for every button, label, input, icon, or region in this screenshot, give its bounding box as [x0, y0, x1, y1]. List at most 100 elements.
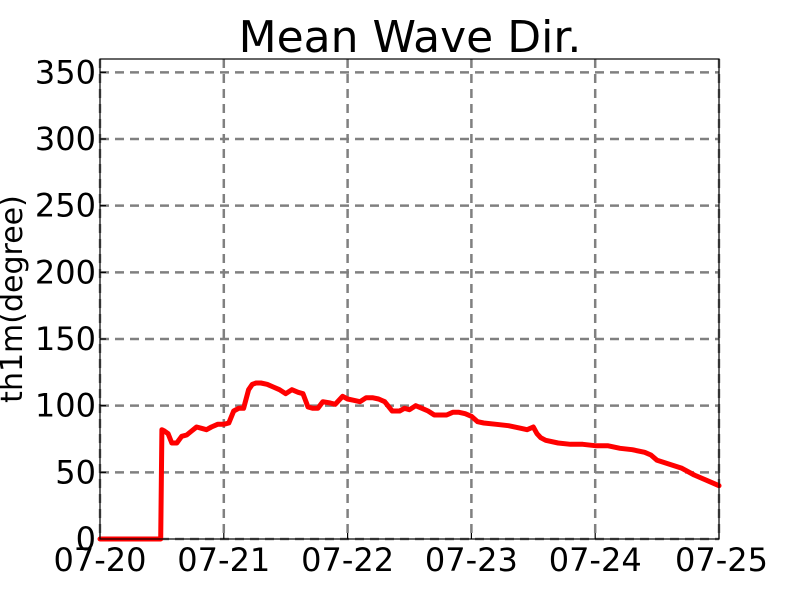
data-point: [679, 466, 684, 471]
data-point: [568, 442, 573, 447]
y-tick-label: 50: [55, 453, 96, 491]
x-tick-label: 07-23: [425, 541, 518, 579]
plot-frame: [99, 58, 720, 540]
gridlines: [98, 59, 721, 541]
data-point: [382, 399, 387, 404]
data-point: [340, 394, 345, 399]
data-point: [250, 382, 255, 387]
data-point: [226, 421, 231, 425]
data-point: [407, 407, 412, 412]
data-point: [704, 478, 709, 483]
x-tick-label: 07-24: [549, 541, 642, 579]
data-point: [333, 402, 338, 407]
data-point: [215, 422, 220, 427]
data-point: [525, 427, 530, 432]
data-point: [184, 433, 189, 437]
data-point: [543, 438, 548, 443]
data-point: [204, 427, 209, 432]
data-point: [457, 410, 461, 415]
y-tick-label: 200: [35, 253, 96, 291]
data-point: [277, 387, 282, 392]
data-point: [231, 409, 236, 413]
data-point: [538, 435, 543, 440]
data-point: [283, 391, 288, 396]
data-point: [667, 462, 672, 467]
data-point: [328, 401, 333, 405]
data-point: [642, 450, 647, 455]
data-point: [179, 434, 184, 439]
data-point: [605, 443, 610, 448]
data-point: [494, 422, 499, 427]
data-point: [254, 381, 258, 385]
data-point: [358, 399, 362, 404]
y-tick-label: 0: [76, 520, 96, 558]
data-point: [166, 431, 171, 436]
data-point: [413, 403, 418, 408]
data-point: [258, 381, 263, 385]
data-point: [296, 390, 301, 395]
data-point: [390, 409, 395, 413]
series-layer: [97, 380, 722, 542]
data-point: [402, 406, 407, 411]
data-point: [194, 425, 199, 429]
data-point: [236, 406, 241, 411]
data-point: [432, 413, 437, 417]
data-point: [531, 425, 536, 429]
data-point: [481, 421, 486, 425]
data-point: [301, 391, 305, 396]
data-point: [593, 443, 598, 448]
x-tick-label: 07-21: [177, 541, 270, 579]
data-point: [320, 399, 325, 404]
data-point: [475, 419, 480, 424]
y-tick-label: 150: [35, 320, 96, 358]
x-tick-label: 07-22: [301, 541, 394, 579]
data-point: [580, 442, 585, 447]
data-point: [599, 443, 604, 448]
data-point: [535, 431, 539, 436]
data-point: [469, 414, 474, 419]
data-point: [376, 397, 381, 401]
data-point: [463, 411, 468, 416]
data-point: [221, 422, 226, 427]
y-tick-label: 350: [35, 53, 96, 91]
data-point: [310, 406, 315, 411]
data-point: [370, 395, 375, 400]
data-point: [655, 458, 660, 463]
data-point: [289, 387, 294, 392]
data-point: [169, 441, 174, 445]
data-point: [397, 409, 402, 413]
y-tick-label: 300: [35, 120, 96, 158]
data-point: [506, 423, 511, 428]
y-tick-label: 250: [35, 187, 96, 225]
data-point: [265, 382, 270, 387]
data-point: [648, 453, 653, 457]
data-point: [174, 441, 179, 445]
data-point: [630, 447, 635, 452]
data-point: [692, 473, 697, 477]
data-point: [271, 385, 276, 389]
x-tick-label: 07-20: [54, 541, 147, 579]
data-point: [351, 398, 356, 403]
data-point: [199, 426, 204, 431]
data-point: [518, 426, 523, 431]
data-point: [209, 425, 214, 429]
data-point: [426, 409, 431, 413]
data-point: [438, 413, 443, 417]
data-point: [189, 429, 194, 433]
x-tick-label: 07-25: [675, 541, 768, 579]
y-axis-label: th1m(degree): [0, 195, 30, 403]
axis-ticks: 0 50 100 150 200 250 300 350 07-20 07-21 07-22 07-2…: [35, 53, 768, 579]
data-point: [241, 406, 246, 411]
data-point: [364, 395, 369, 400]
data-point: [162, 429, 167, 433]
chart-title: Mean Wave Dir.: [239, 12, 582, 63]
data-point: [556, 441, 561, 445]
data-point: [444, 413, 449, 417]
y-tick-label: 100: [35, 387, 96, 425]
data-point: [315, 406, 320, 411]
data-point: [419, 406, 424, 411]
data-point: [450, 410, 455, 415]
data-point: [246, 387, 251, 392]
data-point: [345, 397, 350, 401]
